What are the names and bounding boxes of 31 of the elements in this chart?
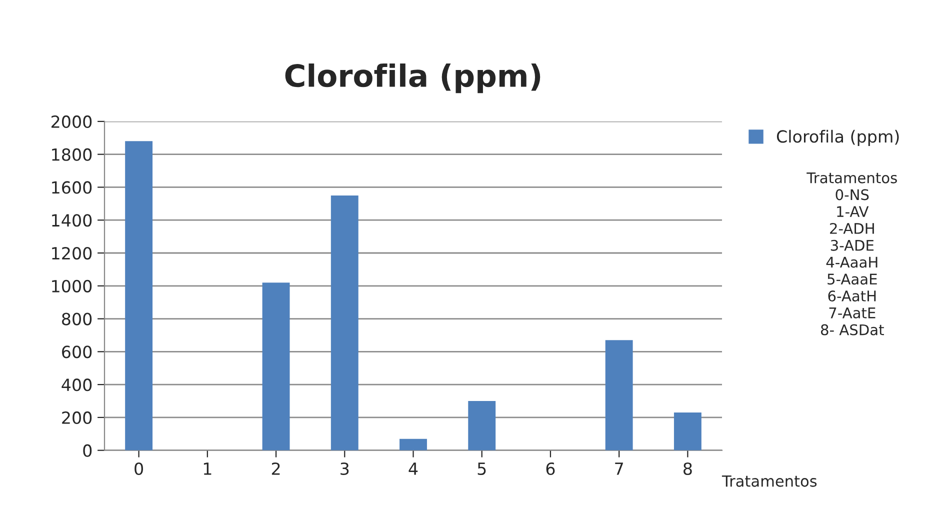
y-tick-label: 1000 [52, 280, 92, 292]
x-tick-label: 5 [478, 462, 486, 476]
bar [674, 412, 702, 450]
x-tick-label: 0 [134, 462, 143, 476]
bar [468, 401, 496, 450]
x-tick-label: 7 [615, 462, 623, 475]
y-tick-label: 1200 [52, 246, 92, 260]
bar [125, 141, 153, 450]
y-tick-label: 200 [62, 411, 92, 424]
y-tick-label: 600 [62, 346, 92, 358]
x-tick-label: 8 [684, 462, 692, 476]
x-tick-label: 1 [204, 462, 212, 475]
y-tick-label: 1800 [52, 148, 92, 161]
legend-label: Clorofila (ppm) [776, 130, 899, 146]
chart-title: Clorofila (ppm) [285, 64, 540, 94]
y-tick-label: 800 [62, 312, 92, 326]
x-tick-label: 3 [340, 462, 349, 476]
bar [330, 195, 358, 450]
x-tick-label: 2 [272, 462, 280, 475]
x-tick-label: 4 [408, 462, 418, 475]
y-tick-label: 1600 [52, 181, 92, 194]
y-tick-label: 2000 [52, 115, 92, 128]
bar [605, 340, 633, 450]
x-axis-title: Tratamentos [722, 475, 817, 487]
y-tick-label: 400 [62, 378, 92, 392]
y-tick-label: 1400 [52, 214, 92, 227]
y-tick-label: 0 [83, 444, 92, 457]
text: Tratamentos 0-NS 1-AV 2-ADH 3-ADE 4-AaaH 5-AaaE 6-AatH 7-AatE 8- ASDat [806, 172, 897, 336]
bar [400, 438, 427, 450]
x-tick-label: 6 [546, 462, 555, 476]
bar [262, 282, 290, 450]
